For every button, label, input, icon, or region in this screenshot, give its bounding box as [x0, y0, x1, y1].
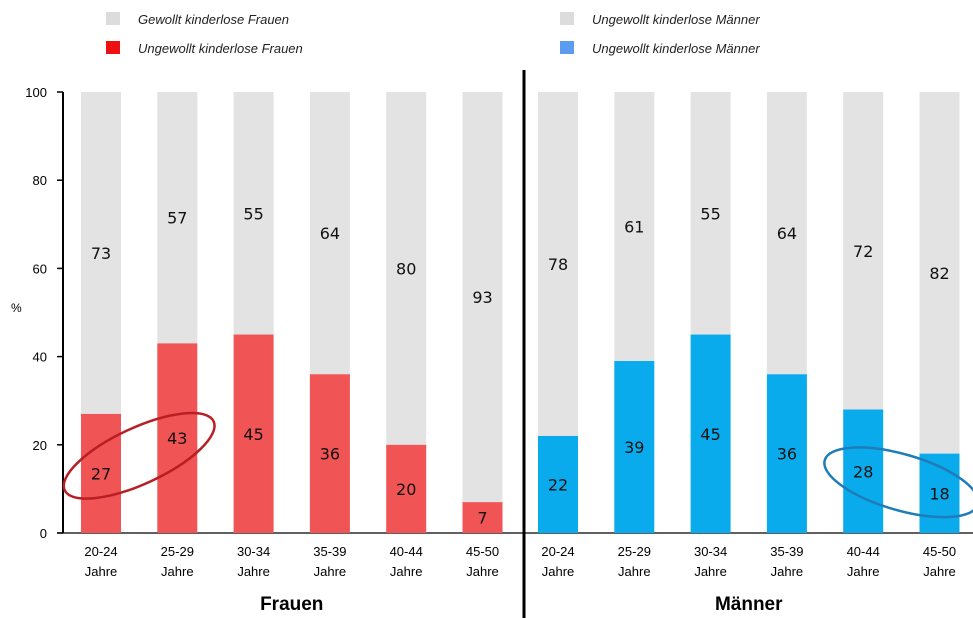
bar-lower-segment	[309, 374, 350, 533]
category-label: Jahre	[847, 564, 880, 579]
value-label-lower: 18	[929, 484, 949, 503]
value-label-lower: 39	[624, 438, 644, 457]
value-label-upper: 64	[777, 224, 797, 243]
bar-upper-segment	[386, 92, 427, 445]
category-label: Jahre	[161, 564, 194, 579]
value-label-upper: 55	[700, 204, 720, 223]
value-label-lower: 20	[396, 480, 416, 499]
highlight-ellipse	[62, 411, 216, 500]
bar-upper-segment	[462, 92, 503, 503]
bar-lower-segment	[538, 435, 578, 533]
value-label-lower: 36	[320, 445, 340, 464]
category-label: Jahre	[694, 564, 727, 579]
bar-upper-segment	[233, 92, 274, 335]
y-axis-unit: %	[11, 301, 22, 315]
value-label-upper: 93	[472, 288, 492, 307]
value-label-upper: 80	[396, 259, 416, 278]
category-label: Jahre	[466, 564, 499, 579]
value-label-lower: 7	[477, 509, 487, 528]
category-label: Jahre	[390, 564, 423, 579]
annotations	[62, 411, 973, 519]
category-label: 25-29	[618, 544, 651, 559]
category-label: Jahre	[771, 564, 804, 579]
y-tick-label: 60	[33, 261, 47, 276]
bar-lower-segment	[157, 343, 198, 533]
value-label-upper: 61	[624, 218, 644, 237]
value-label-lower: 43	[167, 429, 187, 448]
bar-upper-segment	[81, 92, 121, 414]
category-label: 45-50	[923, 544, 956, 559]
bar-lower-segment	[81, 413, 121, 533]
bar-upper-segment	[843, 92, 884, 410]
category-label: 40-44	[390, 544, 423, 559]
legend-label: Ungewollt kinderlose Männer	[592, 41, 760, 56]
value-label-upper: 82	[929, 264, 949, 283]
bar-lower-segment	[614, 361, 655, 533]
bar-upper-segment	[309, 92, 350, 375]
category-label: 35-39	[313, 544, 346, 559]
legend-swatch	[560, 12, 574, 25]
bars	[81, 92, 960, 533]
bar-lower-segment	[766, 374, 807, 533]
category-label: 30-34	[694, 544, 727, 559]
y-axis: 0 20 40 60 80 100%	[11, 70, 973, 618]
bar-upper-segment	[614, 92, 655, 362]
group-label: Frauen	[260, 594, 323, 615]
value-label-lower: 36	[777, 445, 797, 464]
group-label: Männer	[715, 594, 783, 615]
bar-lower-segment	[843, 409, 884, 533]
legend-label: Ungewollt kinderlose Frauen	[138, 41, 303, 56]
category-label: Jahre	[618, 564, 651, 579]
bar-upper-segment	[766, 92, 807, 375]
bar-lower-segment	[462, 502, 503, 533]
value-label-lower: 45	[700, 425, 720, 444]
category-label: 20-24	[541, 544, 574, 559]
bar-upper-segment	[538, 92, 578, 436]
legend-label: Ungewollt kinderlose Männer	[592, 12, 760, 27]
value-label-upper: 78	[548, 255, 568, 274]
y-tick-label: 20	[33, 438, 47, 453]
legend-label: Gewollt kinderlose Frauen	[138, 12, 289, 27]
value-label-upper: 64	[320, 224, 340, 243]
y-tick-label: 0	[40, 526, 47, 541]
bar-upper-segment	[157, 92, 198, 344]
category-label: Jahre	[85, 564, 118, 579]
legend-swatch	[106, 41, 120, 54]
value-label-upper: 73	[91, 244, 111, 263]
category-label: Jahre	[314, 564, 347, 579]
category-label: 45-50	[466, 544, 499, 559]
bar-upper-segment	[690, 92, 731, 335]
category-label: Jahre	[542, 564, 575, 579]
category-label: 20-24	[84, 544, 117, 559]
value-label-upper: 57	[167, 209, 187, 228]
category-label: 25-29	[161, 544, 194, 559]
category-label: 35-39	[770, 544, 803, 559]
category-labels: 20-24 Jahre 25-29 Jahre 30-34 Jahre 35-39 Jahre…	[84, 544, 956, 615]
category-label: Jahre	[237, 564, 270, 579]
category-label: 30-34	[237, 544, 270, 559]
category-label: 40-44	[847, 544, 880, 559]
value-label-upper: 72	[853, 242, 873, 261]
bar-lower-segment	[386, 444, 427, 533]
legend-swatch	[106, 12, 120, 25]
bar-lower-segment	[233, 334, 274, 533]
legend: Gewollt kinderlose Frauen Ungewollt kinde…	[106, 12, 760, 56]
y-tick-label: 80	[33, 173, 47, 188]
bar-lower-segment	[690, 334, 731, 533]
value-label-lower: 45	[243, 425, 263, 444]
category-label: Jahre	[923, 564, 956, 579]
value-label-lower: 28	[853, 462, 873, 481]
bar-upper-segment	[919, 92, 960, 454]
value-label-lower: 22	[548, 475, 568, 494]
value-label-upper: 55	[243, 204, 263, 223]
y-tick-label: 100	[25, 85, 47, 100]
y-tick-label: 40	[33, 350, 47, 365]
value-label-lower: 27	[91, 464, 111, 483]
highlight-ellipse	[823, 446, 973, 519]
legend-swatch	[560, 41, 574, 54]
value-labels: 27 73 43 57 45 55 36 64 20 80 7 93 22 78 39 61 45 55 36 64 2…	[91, 204, 950, 527]
